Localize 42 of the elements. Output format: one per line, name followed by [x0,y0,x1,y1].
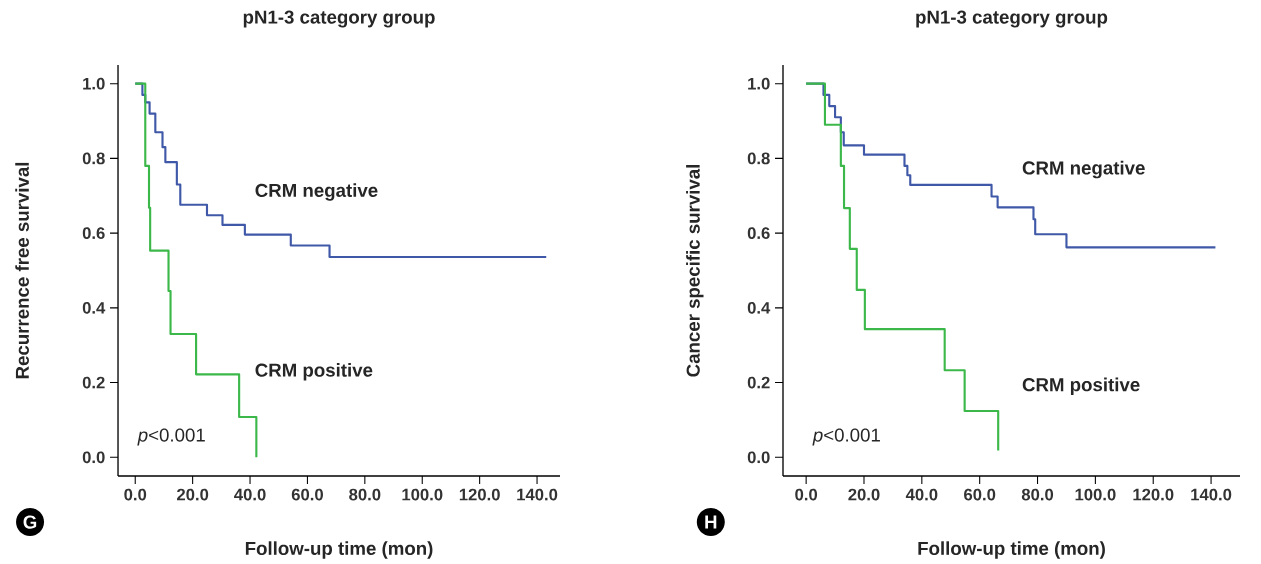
y-tick-label: 1.0 [83,77,105,90]
series-label: CRM negative [1022,160,1145,179]
y-tick-label: 0.0 [747,451,770,464]
y-tick-label: 0.2 [82,376,105,389]
series-label: CRM positive [1022,377,1140,396]
annotation: p<0.001 [137,428,205,446]
x-tick-label: 0.0 [124,488,147,501]
x-tick-label: 100.0 [402,488,443,501]
x-tick-label: 100.0 [1075,488,1116,501]
chart-title: pN1-3 category group [243,10,435,28]
x-tick-label: 120.0 [1133,488,1174,501]
text: G [23,515,37,529]
y-tick-label: 0.4 [82,301,106,314]
y-tick-label: 0.2 [747,376,770,389]
x-axis-title: Follow-up time (mon) [245,541,433,559]
x-tick-label: 80.0 [349,488,381,501]
text: H [705,515,717,529]
x-tick-label: 140.0 [517,488,558,501]
x-tick-label: 20.0 [177,488,209,501]
x-tick-label: 140.0 [1191,488,1232,501]
x-tick-label: 120.0 [459,488,500,501]
y-tick-label: 0.8 [82,152,105,165]
y-tick-label: 0.6 [747,227,770,240]
chart-title: pN1-3 category group [916,10,1108,28]
y-tick-label: 1.0 [748,77,770,90]
series-label: CRM positive [255,363,373,381]
y-tick-label: 0.4 [747,301,771,314]
series-label: CRM negative [255,183,378,201]
x-tick-label: 40.0 [234,488,266,501]
x-tick-label: 40.0 [905,488,938,501]
x-tick-label: 60.0 [964,488,996,501]
y-tick-label: 0.8 [747,152,770,165]
x-tick-label: 20.0 [848,488,880,501]
x-tick-label: 80.0 [1021,488,1054,501]
x-tick-label: 60.0 [291,488,323,501]
annotation: p<0.001 [812,428,880,446]
y-axis-title: Cancer specific survival [686,164,704,377]
y-tick-label: 0.6 [82,227,105,240]
y-axis-title: Recurrence free survival [15,162,29,379]
x-tick-label: 0.0 [795,488,818,501]
x-axis-title: Follow-up time (mon) [918,541,1105,559]
y-tick-label: 0.0 [82,451,105,464]
